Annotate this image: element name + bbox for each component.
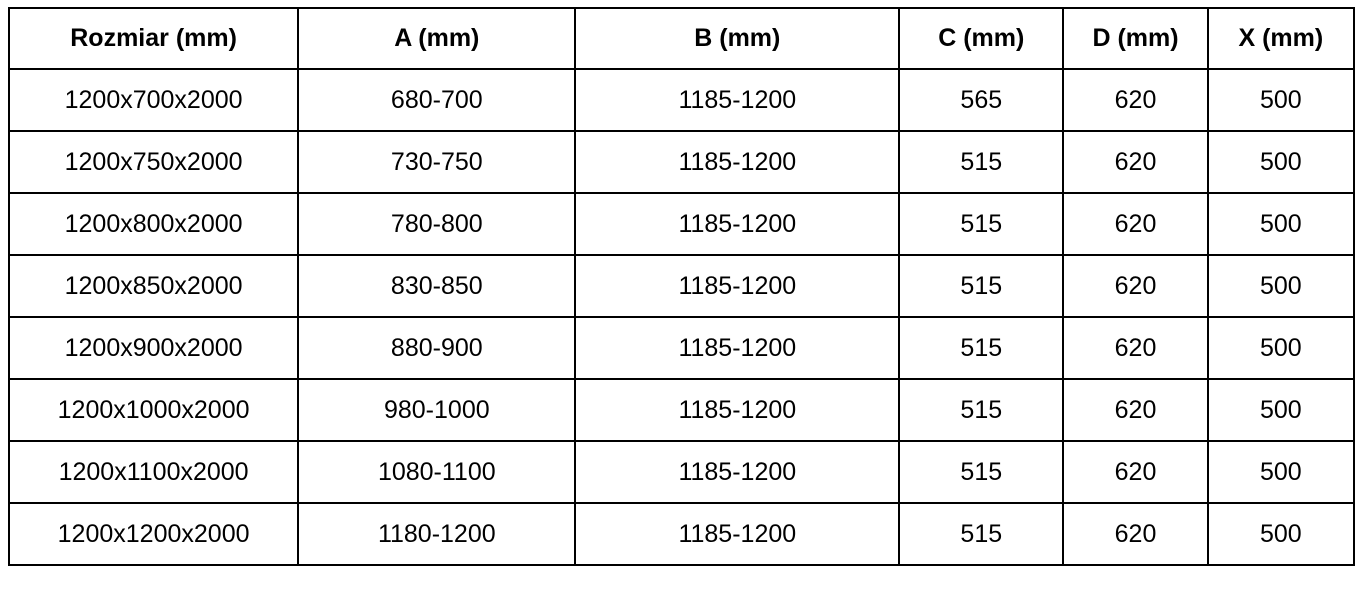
- table-cell: 980-1000: [297, 378, 577, 442]
- table-cell: 620: [1062, 502, 1209, 566]
- column-header: A (mm): [297, 7, 577, 70]
- column-header: Rozmiar (mm): [7, 7, 300, 70]
- table-cell: 1200x700x2000: [7, 68, 300, 132]
- table-cell: 830-850: [297, 254, 577, 318]
- table-cell: 500: [1206, 192, 1355, 256]
- table-cell: 565: [898, 68, 1065, 132]
- table-cell: 1185-1200: [574, 68, 901, 132]
- table-cell: 1200x800x2000: [7, 192, 300, 256]
- table-row: 1200x700x2000 680-700 1185-1200 565 620 500: [7, 68, 1355, 132]
- table-row: 1200x750x2000 730-750 1185-1200 515 620 500: [7, 130, 1355, 194]
- column-header: D (mm): [1062, 7, 1209, 70]
- table-cell: 1200x1200x2000: [7, 502, 300, 566]
- table-cell: 515: [898, 254, 1065, 318]
- table-row: 1200x800x2000 780-800 1185-1200 515 620 500: [7, 192, 1355, 256]
- table-cell: 500: [1206, 378, 1355, 442]
- table-cell: 1200x900x2000: [7, 316, 300, 380]
- table-cell: 515: [898, 316, 1065, 380]
- table-cell: 1200x1000x2000: [7, 378, 300, 442]
- dimensions-table: Rozmiar (mm) A (mm) B (mm) C (mm) D (mm) X (m…: [7, 7, 1355, 566]
- table-cell: 620: [1062, 254, 1209, 318]
- table-cell: 515: [898, 378, 1065, 442]
- column-header: C (mm): [898, 7, 1065, 70]
- column-header: B (mm): [574, 7, 901, 70]
- table-cell: 1180-1200: [297, 502, 577, 566]
- table-cell: 620: [1062, 130, 1209, 194]
- table-cell: 515: [898, 502, 1065, 566]
- table-cell: 500: [1206, 130, 1355, 194]
- table-cell: 1080-1100: [297, 440, 577, 504]
- table-cell: 1185-1200: [574, 378, 901, 442]
- table-cell: 620: [1062, 316, 1209, 380]
- header-row: Rozmiar (mm) A (mm) B (mm) C (mm) D (mm) X (m…: [7, 7, 1355, 70]
- table-cell: 620: [1062, 192, 1209, 256]
- table-cell: 1200x850x2000: [7, 254, 300, 318]
- table-cell: 500: [1206, 440, 1355, 504]
- table-cell: 1185-1200: [574, 254, 901, 318]
- table-cell: 620: [1062, 378, 1209, 442]
- table-cell: 1200x1100x2000: [7, 440, 300, 504]
- table-cell: 680-700: [297, 68, 577, 132]
- table-cell: 730-750: [297, 130, 577, 194]
- table-cell: 880-900: [297, 316, 577, 380]
- table-cell: 1200x750x2000: [7, 130, 300, 194]
- column-header: X (mm): [1206, 7, 1355, 70]
- table-row: 1200x900x2000 880-900 1185-1200 515 620 500: [7, 316, 1355, 380]
- table-row: 1200x850x2000 830-850 1185-1200 515 620 500: [7, 254, 1355, 318]
- table-row: 1200x1100x2000 1080-1100 1185-1200 515 620 50…: [7, 440, 1355, 504]
- table-cell: 500: [1206, 316, 1355, 380]
- table-cell: 515: [898, 440, 1065, 504]
- table-cell: 1185-1200: [574, 316, 901, 380]
- table-cell: 1185-1200: [574, 440, 901, 504]
- table-cell: 1185-1200: [574, 130, 901, 194]
- table-cell: 620: [1062, 68, 1209, 132]
- table-cell: 500: [1206, 502, 1355, 566]
- table-cell: 1185-1200: [574, 192, 901, 256]
- table-cell: 515: [898, 192, 1065, 256]
- table-cell: 1185-1200: [574, 502, 901, 566]
- table-cell: 500: [1206, 254, 1355, 318]
- table-row: 1200x1000x2000 980-1000 1185-1200 515 620 500: [7, 378, 1355, 442]
- table-cell: 500: [1206, 68, 1355, 132]
- table-cell: 780-800: [297, 192, 577, 256]
- table-cell: 515: [898, 130, 1065, 194]
- table-cell: 620: [1062, 440, 1209, 504]
- table-row: 1200x1200x2000 1180-1200 1185-1200 515 620 50…: [7, 502, 1355, 566]
